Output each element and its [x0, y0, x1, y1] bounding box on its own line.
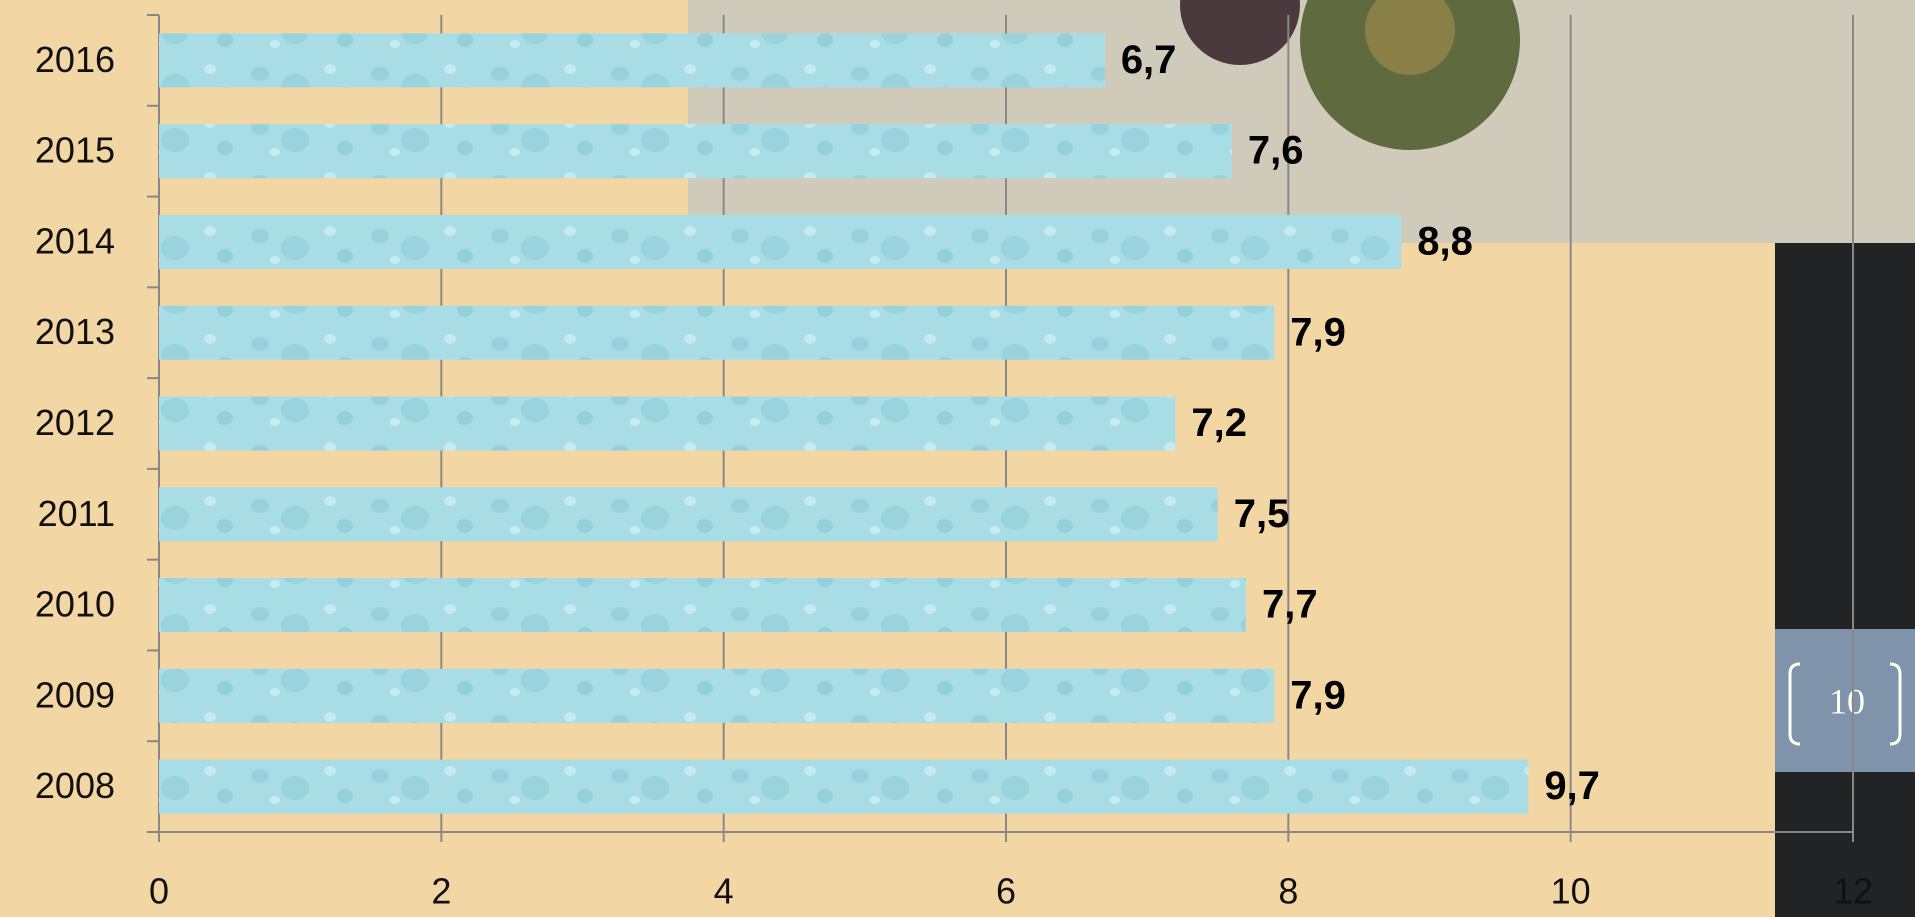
- bar: [159, 578, 1246, 633]
- bar: [159, 487, 1218, 542]
- y-tick-label: 2008: [35, 765, 115, 806]
- y-tick-label: 2012: [35, 402, 115, 443]
- dark-panel: [1775, 243, 1915, 917]
- bar: [159, 759, 1529, 814]
- value-label: 7,6: [1248, 129, 1304, 173]
- value-label: 9,7: [1544, 764, 1600, 808]
- y-tick-label: 2015: [35, 130, 115, 171]
- slide-number: 10: [1829, 681, 1865, 721]
- value-label: 6,7: [1121, 38, 1177, 82]
- x-tick-label: 0: [149, 871, 169, 912]
- x-tick-label: 2: [431, 871, 451, 912]
- y-tick-label: 2010: [35, 584, 115, 625]
- value-label: 7,9: [1290, 310, 1346, 354]
- bar: [159, 668, 1275, 723]
- x-tick-label: 12: [1833, 871, 1873, 912]
- bracket: [1788, 662, 1902, 746]
- value-label: 7,2: [1191, 401, 1247, 445]
- x-tick-label: 6: [996, 871, 1016, 912]
- bar: [159, 214, 1402, 269]
- value-label: 7,5: [1234, 492, 1290, 536]
- bar: [159, 33, 1105, 88]
- x-tick-label: 8: [1278, 871, 1298, 912]
- y-tick-label: 2014: [35, 220, 115, 261]
- bar: [159, 305, 1275, 360]
- y-tick-label: 2011: [38, 493, 115, 534]
- slide-number-box: [1775, 629, 1915, 772]
- value-label: 7,9: [1290, 673, 1346, 717]
- pearl-highlight: [1365, 0, 1455, 75]
- value-label: 7,7: [1262, 583, 1318, 627]
- chart: 0 2 4 6 8 10 12 2016 6,7 2015 7,6 2014 8,8 2013 7,9 201…: [35, 14, 1873, 912]
- bar: [159, 124, 1232, 179]
- y-tick-label: 2016: [35, 39, 115, 80]
- x-tick-label: 10: [1551, 871, 1591, 912]
- value-label: 8,8: [1417, 220, 1473, 264]
- x-tick-label: 4: [714, 871, 734, 912]
- y-tick-label: 2009: [35, 674, 115, 715]
- y-tick-label: 2013: [35, 311, 115, 352]
- bar: [159, 396, 1176, 451]
- pearl: [1180, 0, 1300, 65]
